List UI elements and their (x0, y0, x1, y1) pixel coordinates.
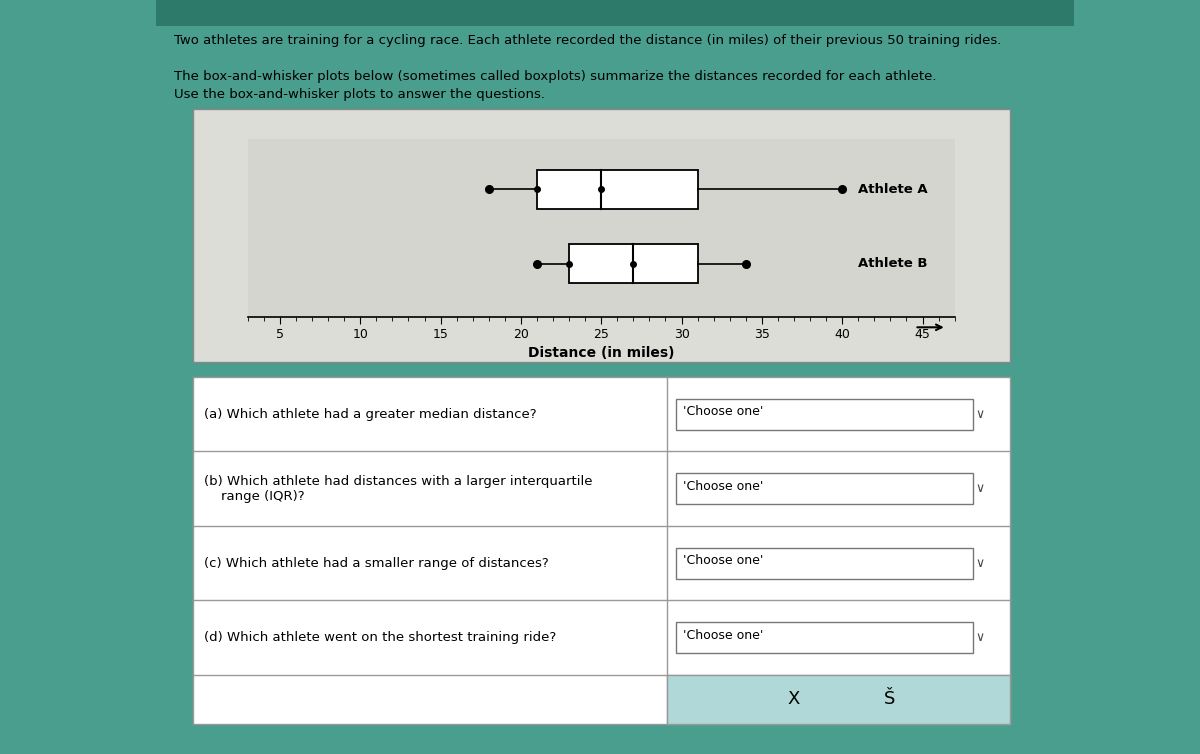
Text: (b) Which athlete had distances with a larger interquartile
    range (IQR)?: (b) Which athlete had distances with a l… (204, 475, 593, 503)
Bar (193, 109, 1009, 362)
Bar (676, 399, 973, 430)
Text: Š: Š (884, 691, 895, 708)
Bar (536, 170, 697, 209)
Text: (c) Which athlete had a smaller range of distances?: (c) Which athlete had a smaller range of… (204, 556, 548, 569)
Bar (156, 0, 1074, 26)
Text: Athlete B: Athlete B (858, 257, 928, 270)
X-axis label: Distance (in miles): Distance (in miles) (528, 345, 674, 360)
Bar (676, 547, 973, 579)
Text: ∨: ∨ (976, 408, 985, 421)
Text: 'Choose one': 'Choose one' (683, 629, 763, 642)
Bar (193, 377, 1009, 724)
Text: (d) Which athlete went on the shortest training ride?: (d) Which athlete went on the shortest t… (204, 631, 556, 644)
Text: ∨: ∨ (976, 631, 985, 644)
Bar (666, 675, 1009, 724)
Bar (569, 244, 697, 283)
Text: Athlete A: Athlete A (858, 182, 928, 195)
Text: ∨: ∨ (976, 483, 985, 495)
Bar (676, 473, 973, 504)
Text: X: X (787, 691, 799, 708)
Text: 'Choose one': 'Choose one' (683, 554, 763, 567)
Text: Two athletes are training for a cycling race. Each athlete recorded the distance: Two athletes are training for a cycling … (174, 34, 1002, 101)
Text: 'Choose one': 'Choose one' (683, 406, 763, 418)
Bar (676, 622, 973, 653)
Text: (a) Which athlete had a greater median distance?: (a) Which athlete had a greater median d… (204, 408, 536, 421)
Text: 'Choose one': 'Choose one' (683, 480, 763, 493)
Text: ∨: ∨ (976, 556, 985, 569)
